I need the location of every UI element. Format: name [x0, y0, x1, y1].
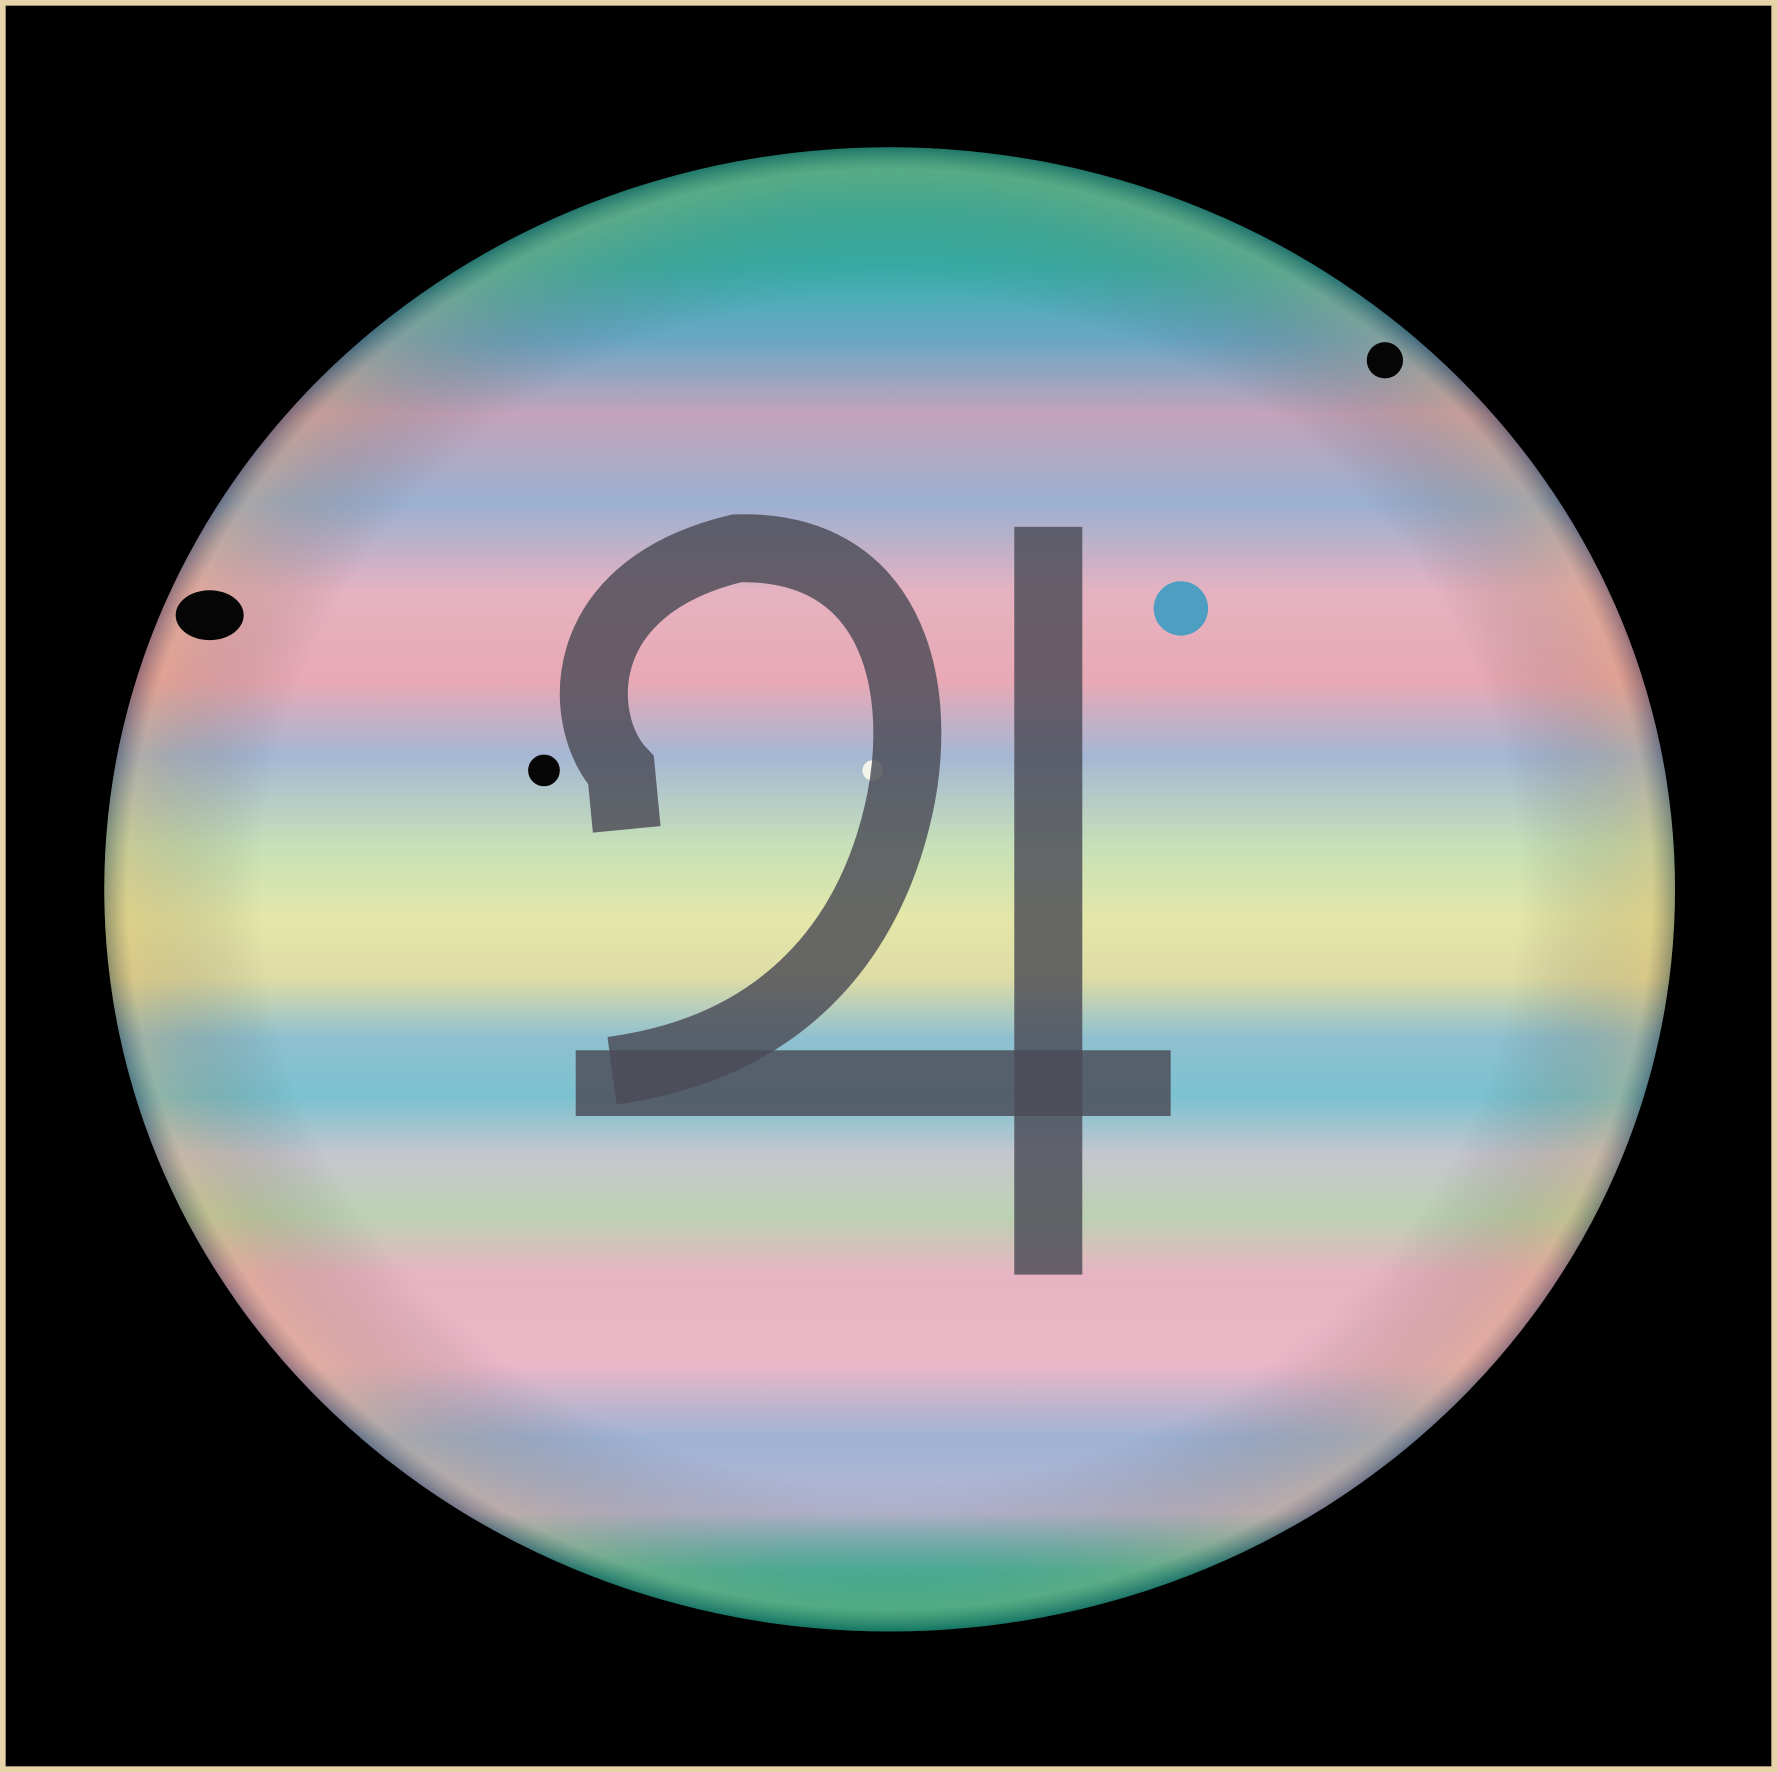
moon-shadow — [1366, 342, 1404, 379]
symbol-curve — [559, 514, 942, 1105]
moon-shadow — [175, 590, 244, 641]
moon-shadow — [528, 754, 560, 787]
jupiter-symbol — [559, 514, 1171, 1275]
moon — [1153, 581, 1209, 636]
symbol-stem — [1014, 526, 1083, 1275]
